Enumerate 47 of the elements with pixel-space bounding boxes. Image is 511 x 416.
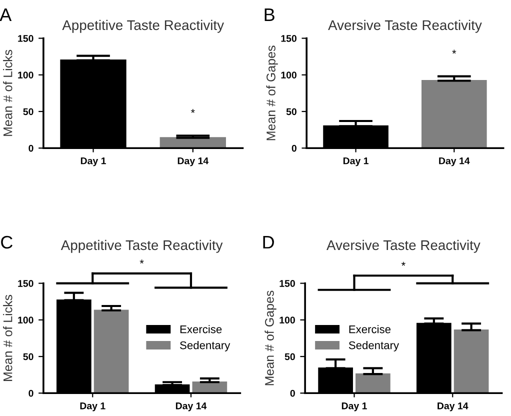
legend-label: Sedentary bbox=[180, 341, 230, 352]
y-tick-label: 0 bbox=[292, 144, 296, 152]
y-axis-title: Mean # of Licks bbox=[3, 294, 12, 381]
x-tick-label: Day 1 bbox=[342, 402, 367, 412]
annotation: * bbox=[190, 109, 195, 113]
text: A bbox=[0, 8, 12, 21]
y-tick-label: 50 bbox=[284, 353, 295, 360]
x-tick-label: Day 14 bbox=[438, 402, 468, 412]
annotation: * bbox=[452, 50, 456, 54]
y-tick-label: 100 bbox=[280, 316, 295, 324]
y-tick-label: 50 bbox=[23, 108, 34, 116]
y-tick-label: 100 bbox=[281, 72, 296, 78]
text: * bbox=[140, 260, 144, 264]
y-tick-label: 150 bbox=[18, 35, 34, 42]
x-tick-label: Day 1 bbox=[80, 402, 106, 412]
chart-title: Aversive Taste Reactivity bbox=[326, 240, 480, 253]
x-tick-label: Day 14 bbox=[178, 157, 209, 166]
text: D bbox=[263, 236, 274, 248]
y-tick-label: 0 bbox=[28, 144, 34, 152]
y-tick-label: 0 bbox=[290, 390, 295, 397]
legend-label: Exercise bbox=[180, 325, 222, 334]
chart-title: Appetitive Taste Reactivity bbox=[60, 240, 223, 253]
chart-title: Appetitive Taste Reactivity bbox=[62, 20, 224, 33]
legend-label: Exercise bbox=[349, 325, 391, 334]
y-axis-title: Mean # of Gapes bbox=[264, 290, 276, 386]
y-tick-label: 50 bbox=[23, 353, 34, 360]
bar bbox=[94, 310, 129, 394]
legend-label: Sedentary bbox=[348, 341, 400, 352]
text: * bbox=[401, 262, 406, 266]
x-tick-label: Day 1 bbox=[343, 157, 368, 166]
x-tick-label: Day 14 bbox=[439, 157, 470, 166]
text: B bbox=[264, 8, 274, 21]
y-axis-title: Mean # of Gapes bbox=[266, 46, 278, 140]
bar bbox=[356, 373, 390, 394]
text: C bbox=[1, 236, 13, 249]
x-tick-label: Day 1 bbox=[80, 157, 106, 166]
y-axis-title: Mean # of Licks bbox=[3, 50, 12, 136]
y-tick-label: 150 bbox=[18, 280, 34, 287]
y-tick-label: 100 bbox=[18, 316, 34, 324]
y-tick-label: 50 bbox=[286, 108, 296, 116]
x-tick-label: Day 14 bbox=[176, 402, 207, 412]
y-tick-label: 150 bbox=[281, 35, 296, 42]
bar bbox=[454, 329, 489, 394]
y-tick-label: 100 bbox=[18, 72, 34, 78]
y-tick-label: 150 bbox=[280, 280, 295, 287]
chart-title: Aversive Taste Reactivity bbox=[328, 20, 482, 33]
y-tick-label: 0 bbox=[28, 390, 34, 397]
